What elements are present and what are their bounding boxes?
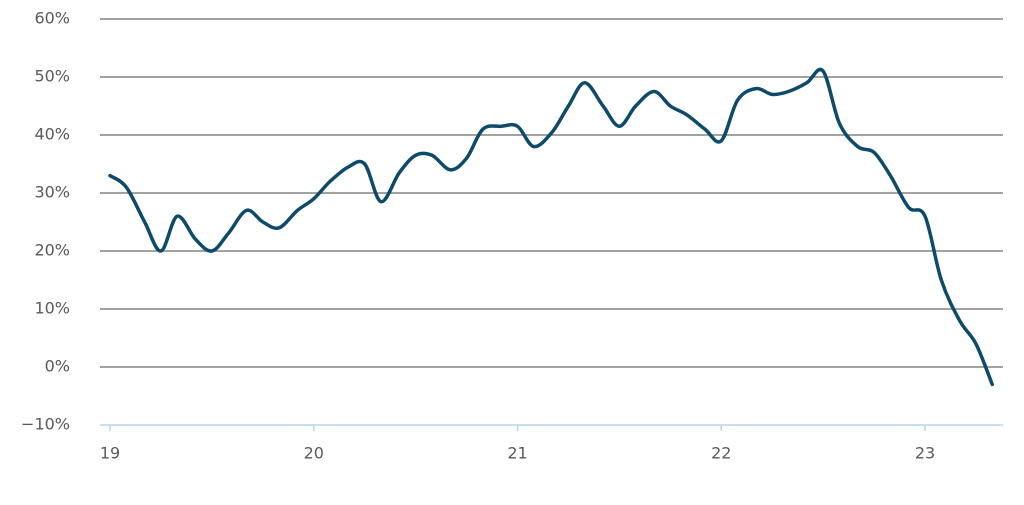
- y-tick-label: 60%: [34, 9, 70, 28]
- x-tick-label: 22: [711, 444, 731, 463]
- x-tick-label: 20: [304, 444, 324, 463]
- y-tick-label: 50%: [34, 67, 70, 86]
- y-tick-label: 40%: [34, 125, 70, 144]
- x-tick-label: 23: [915, 444, 935, 463]
- x-tick-label: 19: [100, 444, 120, 463]
- y-tick-label: 0%: [45, 357, 70, 376]
- y-tick-label: 10%: [34, 299, 70, 318]
- line: [108, 67, 994, 387]
- x-tick-label: 21: [507, 444, 527, 463]
- y-tick-label: 20%: [34, 241, 70, 260]
- y-tick-label: −10%: [21, 415, 70, 434]
- y-tick-label: 30%: [34, 183, 70, 202]
